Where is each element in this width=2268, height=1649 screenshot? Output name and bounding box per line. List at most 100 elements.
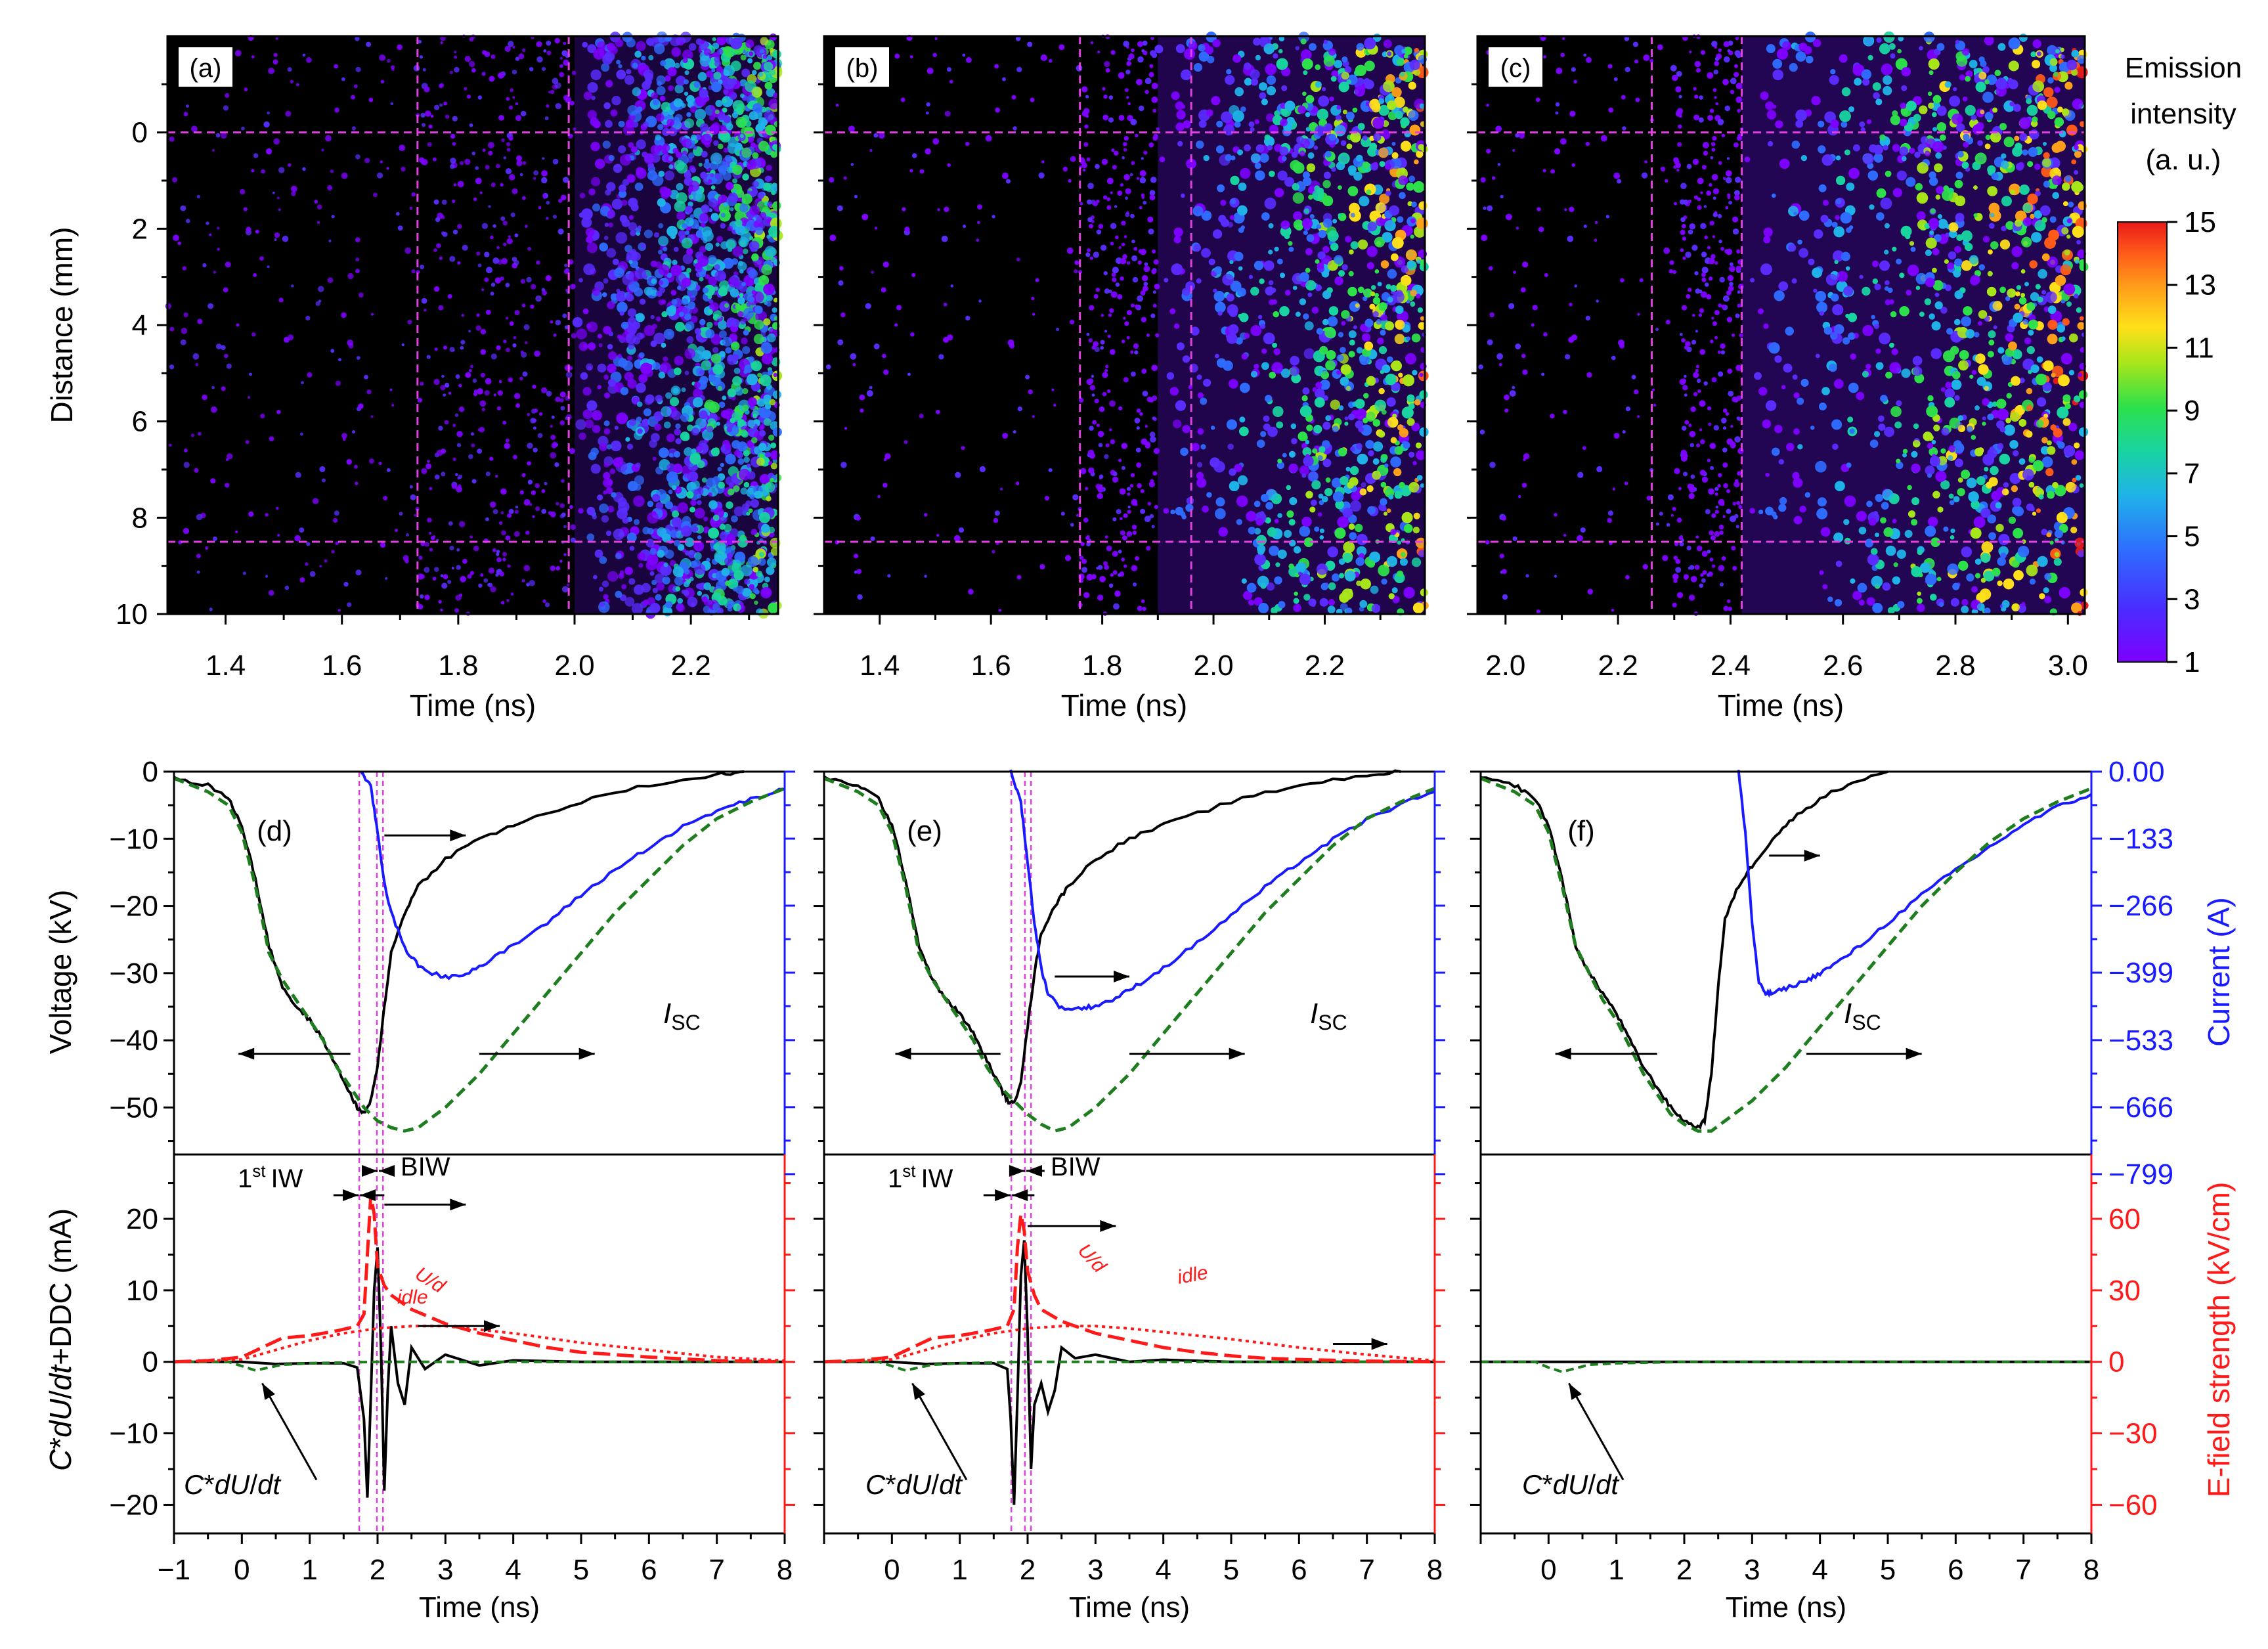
- emission-speckle: [335, 541, 339, 545]
- emission-speckle: [524, 498, 531, 506]
- emission-speckle: [288, 163, 292, 167]
- emission-speckle: [169, 136, 175, 142]
- emission-speckle: [484, 277, 489, 282]
- emission-speckle: [460, 576, 466, 583]
- emission-speckle: [560, 406, 565, 410]
- emission-speckle: [376, 172, 383, 179]
- emission-speckle: [759, 429, 766, 437]
- emission-speckle: [1136, 462, 1142, 468]
- emission-speckle: [926, 102, 930, 107]
- emission-speckle: [1257, 315, 1263, 320]
- emission-speckle: [603, 462, 609, 468]
- emission-speckle: [592, 120, 601, 129]
- emission-speckle: [624, 567, 633, 575]
- emission-speckle: [452, 116, 458, 121]
- emission-speckle: [608, 155, 615, 162]
- emission-speckle: [185, 219, 190, 223]
- emission-speckle: [671, 517, 682, 527]
- emission-speckle: [678, 311, 684, 317]
- emission-speckle: [555, 102, 561, 110]
- emission-speckle: [764, 577, 770, 583]
- emission-speckle: [536, 260, 540, 265]
- emission-speckle: [212, 149, 215, 152]
- emission-speckle: [675, 586, 681, 592]
- emission-speckle: [1361, 482, 1366, 488]
- emission-speckle: [1292, 192, 1305, 204]
- emission-speckle: [690, 499, 697, 506]
- emission-speckle: [607, 571, 619, 582]
- emission-speckle: [1181, 193, 1185, 198]
- emission-speckle: [701, 477, 707, 483]
- emission-speckle: [627, 308, 637, 317]
- emission-speckle: [721, 567, 730, 577]
- emission-speckle: [527, 479, 533, 485]
- emission-speckle: [1366, 485, 1374, 493]
- emission-speckle: [424, 309, 427, 312]
- emission-speckle: [675, 423, 681, 429]
- emission-speckle: [1326, 350, 1336, 360]
- emission-speckle: [764, 246, 776, 257]
- emission-speckle: [429, 548, 433, 552]
- emission-speckle: [480, 573, 484, 577]
- emission-speckle: [705, 274, 710, 280]
- emission-speckle: [733, 271, 739, 276]
- emission-speckle: [510, 88, 514, 93]
- emission-speckle: [290, 185, 297, 192]
- emission-speckle: [505, 282, 510, 288]
- emission-speckle: [693, 397, 703, 408]
- emission-speckle: [287, 67, 292, 72]
- emission-speckle: [255, 229, 259, 234]
- emission-speckle: [479, 191, 483, 194]
- emission-speckle: [714, 110, 720, 114]
- emission-speckle: [1360, 579, 1371, 590]
- emission-speckle: [1377, 282, 1382, 286]
- emission-speckle: [534, 483, 540, 489]
- emission-speckle: [1002, 77, 1006, 81]
- emission-speckle: [457, 261, 461, 265]
- emission-speckle: [370, 415, 374, 418]
- emission-speckle: [1121, 221, 1126, 226]
- emission-speckle: [246, 227, 251, 232]
- emission-speckle: [473, 545, 479, 552]
- emission-speckle: [739, 134, 744, 139]
- emission-speckle: [615, 232, 628, 244]
- emission-speckle: [479, 400, 487, 407]
- emission-speckle: [352, 430, 355, 434]
- emission-speckle: [1151, 52, 1158, 58]
- emission-speckle: [533, 426, 536, 430]
- emission-speckle: [541, 177, 548, 184]
- emission-speckle: [724, 154, 732, 162]
- emission-speckle: [688, 181, 700, 192]
- emission-speckle: [675, 322, 685, 332]
- emission-speckle: [1299, 150, 1305, 157]
- emission-speckle: [490, 292, 494, 296]
- emission-speckle: [1365, 440, 1374, 449]
- emission-speckle: [173, 234, 179, 241]
- emission-speckle: [277, 534, 280, 537]
- emission-speckle: [626, 294, 634, 302]
- emission-speckle: [1345, 236, 1352, 243]
- emission-speckle: [1309, 506, 1316, 513]
- emission-speckle: [519, 376, 523, 381]
- emission-speckle: [563, 553, 567, 556]
- emission-speckle: [591, 177, 601, 187]
- emission-speckle: [663, 562, 668, 567]
- emission-speckle: [1217, 184, 1225, 192]
- emission-speckle: [1171, 91, 1180, 100]
- emission-speckle: [172, 177, 178, 183]
- emission-speckle: [770, 150, 778, 158]
- emission-speckle: [710, 105, 715, 110]
- emission-speckle: [763, 283, 775, 296]
- emission-speckle: [433, 248, 437, 252]
- emission-speckle: [865, 303, 871, 309]
- emission-speckle: [520, 110, 527, 117]
- emission-speckle: [1349, 532, 1357, 540]
- emission-speckle: [658, 170, 665, 177]
- emission-speckle: [434, 474, 440, 480]
- emission-speckle: [689, 506, 695, 513]
- emission-speckle: [761, 264, 773, 276]
- emission-speckle: [1053, 403, 1057, 407]
- emission-speckle: [672, 566, 684, 577]
- emission-speckle: [397, 44, 403, 51]
- emission-speckle: [741, 503, 750, 511]
